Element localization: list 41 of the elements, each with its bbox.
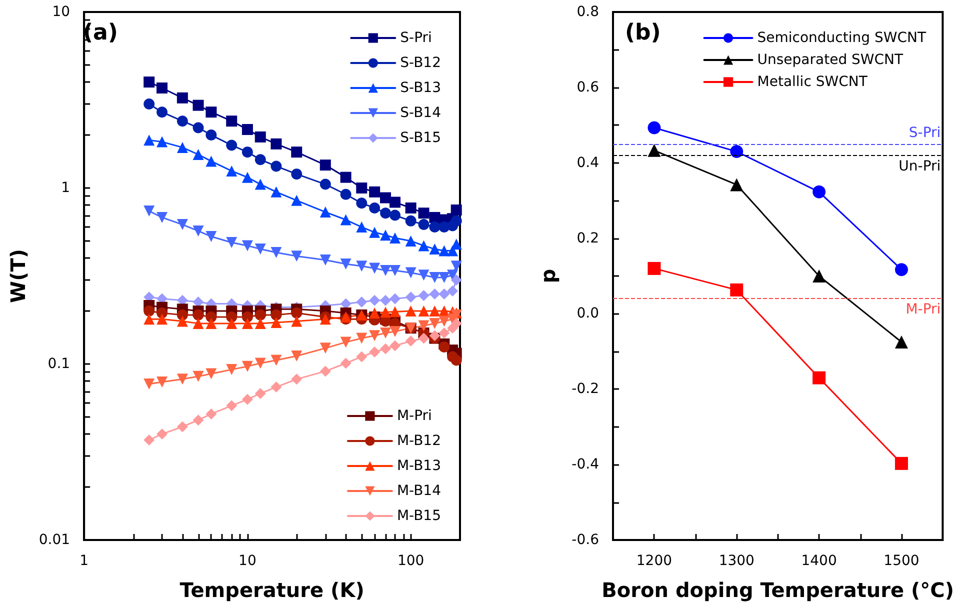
x-tick-label: 1200 [636, 553, 672, 569]
ref-line-label: Un-Pri [898, 158, 941, 174]
x-tick-label: 1 [80, 553, 89, 569]
legend-label: S-Pri [400, 30, 432, 46]
y-tick-label: 10 [52, 4, 70, 20]
legend-label: M-B13 [396, 458, 442, 474]
ref-line-label: S-Pri [908, 125, 941, 141]
legend-label: Unseparated SWCNT [757, 52, 904, 68]
y-axis-title: p [536, 268, 560, 284]
x-axis-title: Boron doping Temperature (°C) [602, 578, 954, 602]
legend-label: S-B15 [400, 130, 441, 146]
legend-label: M-B14 [396, 483, 442, 499]
y-tick-label: 0.4 [576, 154, 600, 171]
annotation: (b) [625, 20, 661, 46]
legend-label: Semiconducting SWCNT [757, 30, 926, 46]
y-tick-label: 1 [61, 180, 70, 196]
x-axis-title: Temperature (K) [180, 578, 364, 602]
legend-label: M-B12 [396, 433, 442, 449]
legend-label: Metallic SWCNT [757, 74, 868, 90]
legend-label: S-B14 [400, 105, 442, 121]
y-tick-label: -0.2 [572, 381, 599, 398]
legend-label: S-B13 [400, 80, 441, 96]
y-tick-label: 0.6 [576, 79, 600, 96]
y-axis-title: W(T) [6, 249, 30, 303]
y-tick-label: 0.0 [576, 306, 599, 322]
x-tick-label: 1400 [801, 553, 837, 569]
y-tick-label: 0.01 [38, 532, 70, 548]
y-tick-label: 0.8 [576, 4, 599, 20]
legend-label: M-B15 [396, 508, 442, 524]
legend-label: S-B12 [400, 55, 441, 71]
legend-label: M-Pri [396, 408, 432, 424]
y-tick-label: -0.4 [572, 456, 600, 473]
x-tick-label: 100 [397, 553, 424, 569]
y-tick-label: 0.2 [576, 230, 599, 246]
x-tick-label: 10 [238, 553, 256, 569]
y-tick-label: -0.6 [572, 532, 600, 548]
y-tick-label: 0.1 [48, 356, 70, 372]
ref-line-label: M-Pri [906, 302, 941, 318]
x-tick-label: 1500 [884, 553, 920, 569]
x-tick-label: 1300 [718, 553, 754, 569]
annotation: (a) [83, 20, 118, 46]
